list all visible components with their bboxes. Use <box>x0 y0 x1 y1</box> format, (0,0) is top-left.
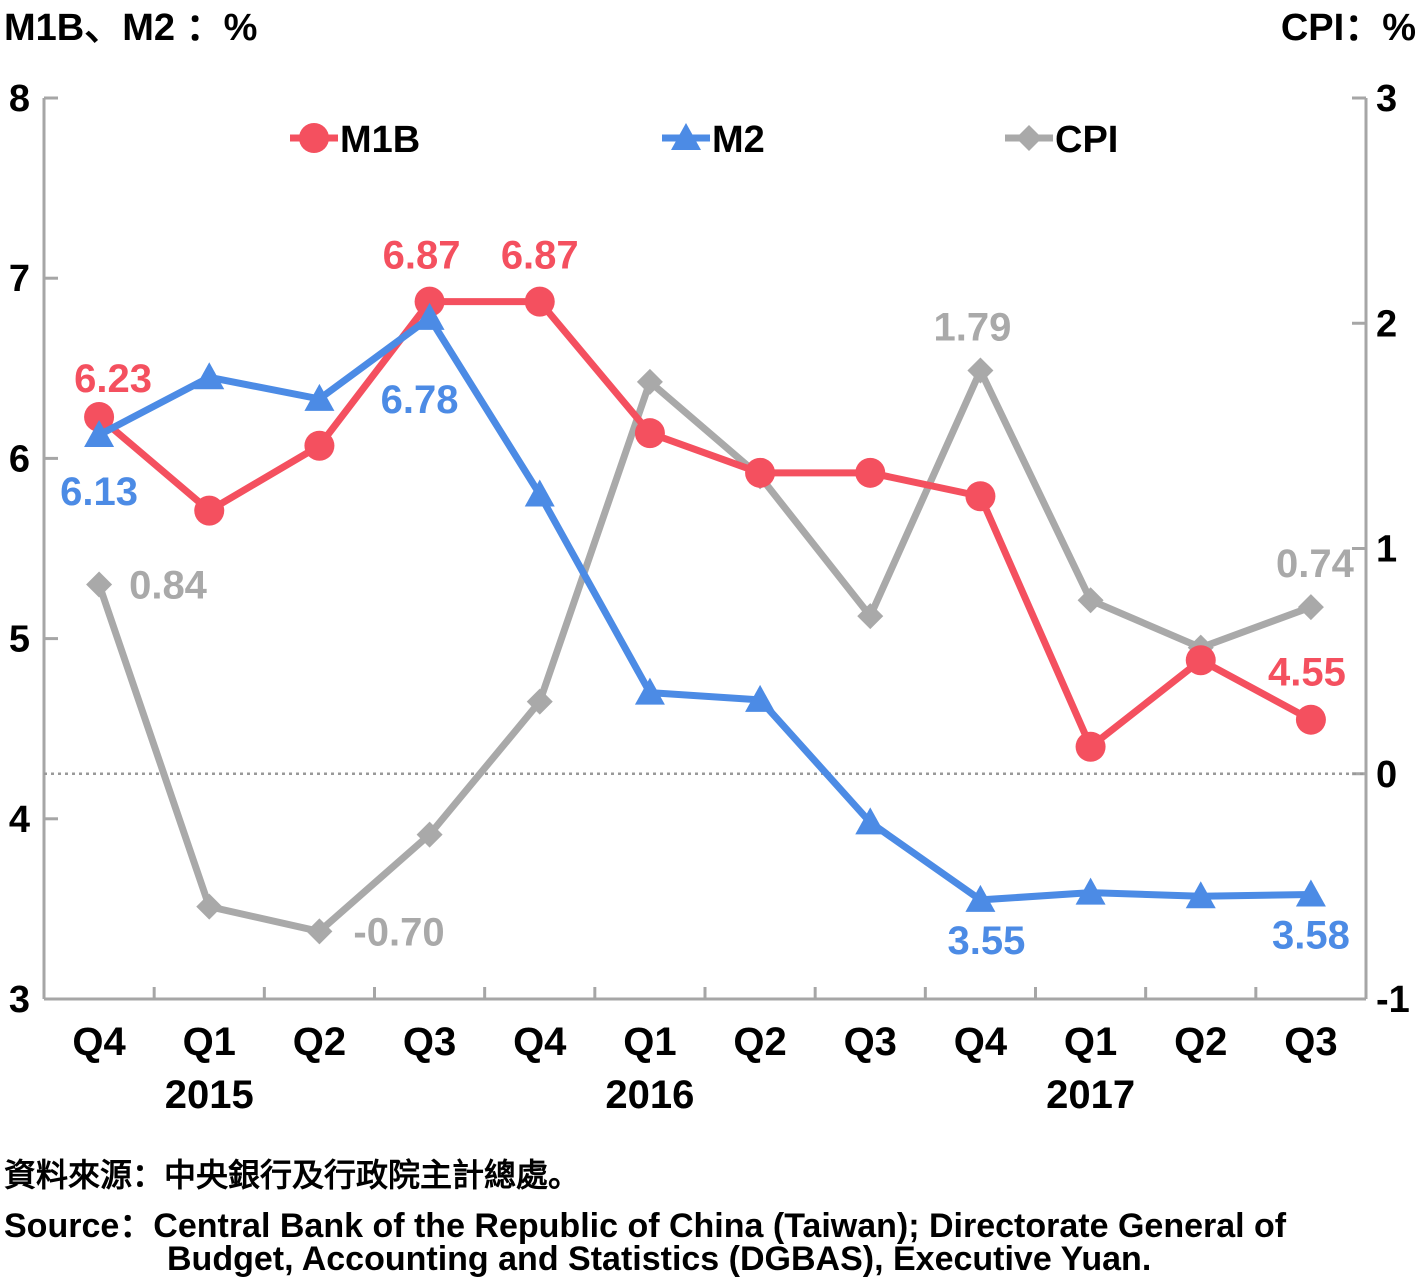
data-point-cpi <box>526 688 553 715</box>
source-english-line-2: Budget, Accounting and Statistics (DGBAS… <box>167 1240 1152 1278</box>
data-label-m1b: 6.87 <box>383 234 461 278</box>
data-label-m2: 6.78 <box>381 378 459 422</box>
legend-label-cpi: CPI <box>1055 119 1118 161</box>
legend-marker-m2 <box>671 123 701 150</box>
data-label-m2: 6.13 <box>60 470 138 514</box>
data-point-m2 <box>745 684 776 712</box>
data-label-m1b: 6.23 <box>74 357 152 401</box>
legend-label-m2: M2 <box>712 119 765 161</box>
chart: M1B、M2 ：% CPI：% 3 4 5 6 7 8 -1 0 1 2 3 Q4 Q1 Q2 Q3 Q4 Q1 Q2… <box>4 7 1416 1117</box>
right-axis-title: CPI：% <box>1281 7 1416 49</box>
data-point-cpi <box>86 571 113 598</box>
year-label: 2015 <box>165 1073 254 1117</box>
left-tick-label: 4 <box>9 799 30 841</box>
data-point-m1b <box>194 495 225 526</box>
right-tick-label: 0 <box>1376 754 1397 796</box>
right-tick-label: 3 <box>1376 78 1397 120</box>
data-point-cpi <box>196 893 223 920</box>
data-label-cpi: 0.84 <box>129 564 208 608</box>
series-line-cpi <box>95 362 1313 936</box>
data-point-cpi <box>1077 587 1104 614</box>
data-label-m1b: 6.87 <box>501 234 579 278</box>
x-tick-label: Q4 <box>72 1020 126 1064</box>
x-tick-label: Q3 <box>1284 1020 1337 1064</box>
x-tick-label: Q1 <box>183 1020 236 1064</box>
data-point-m2 <box>1185 881 1216 909</box>
data-point-cpi <box>1297 594 1324 621</box>
data-point-m2 <box>414 302 445 330</box>
data-label-cpi: -0.70 <box>353 910 444 954</box>
series-line-m2 <box>97 312 1311 904</box>
source-chinese: 資料來源：中央銀行及行政院主計總處。 <box>4 1156 581 1194</box>
data-point-m2 <box>304 383 335 411</box>
data-label-m2: 3.55 <box>947 919 1025 963</box>
data-point-cpi <box>857 603 884 630</box>
data-point-m2 <box>1295 879 1326 907</box>
source-english-line-1: Source：Central Bank of the Republic of C… <box>4 1207 1287 1245</box>
x-tick-label: Q4 <box>513 1020 567 1064</box>
x-tick-label: Q2 <box>733 1020 786 1064</box>
data-point-m2 <box>84 419 115 447</box>
x-tick-label: Q3 <box>403 1020 456 1064</box>
left-tick-label: 8 <box>9 78 30 120</box>
data-point-m1b <box>1295 704 1326 735</box>
data-label-m2: 3.58 <box>1272 913 1350 957</box>
x-tick-label: Q2 <box>1174 1020 1227 1064</box>
x-tick-label: Q3 <box>844 1020 897 1064</box>
data-point-m1b <box>84 401 115 432</box>
x-tick-label: Q1 <box>1064 1020 1117 1064</box>
left-tick-label: 5 <box>9 619 30 661</box>
x-tick-label: Q2 <box>293 1020 346 1064</box>
left-tick-label: 6 <box>9 438 30 480</box>
data-point-cpi <box>967 357 994 384</box>
data-point-m2 <box>855 807 886 835</box>
data-point-m2 <box>965 884 996 912</box>
x-tick-label: Q4 <box>954 1020 1008 1064</box>
year-label: 2016 <box>605 1073 694 1117</box>
data-point-m1b <box>745 457 776 488</box>
data-label-m1b: 4.55 <box>1268 651 1346 695</box>
data-point-m2 <box>634 677 665 705</box>
data-point-m1b <box>304 430 335 461</box>
data-point-m1b <box>414 286 445 317</box>
left-tick-label: 7 <box>9 258 30 300</box>
data-point-m1b <box>855 457 886 488</box>
legend-marker-m1b <box>299 123 329 153</box>
data-point-m1b <box>1075 731 1106 762</box>
data-point-m1b <box>634 418 665 449</box>
data-point-m1b <box>965 481 996 512</box>
data-point-m1b <box>524 286 555 317</box>
data-label-cpi: 0.74 <box>1276 542 1355 586</box>
legend-marker-cpi <box>1016 125 1042 151</box>
data-point-cpi <box>306 918 333 945</box>
legend-label-m1b: M1B <box>340 119 420 161</box>
data-point-cpi <box>416 821 443 848</box>
right-tick-label: 2 <box>1376 303 1397 345</box>
data-point-m1b <box>1185 645 1216 676</box>
series-line-m1b <box>96 298 1313 753</box>
right-tick-label: 1 <box>1376 529 1397 571</box>
left-axis-title: M1B、M2 ：% <box>4 7 257 49</box>
left-tick-label: 3 <box>9 979 30 1021</box>
right-tick-label: -1 <box>1376 979 1410 1021</box>
x-tick-label: Q1 <box>623 1020 676 1064</box>
year-label: 2017 <box>1046 1073 1135 1117</box>
data-point-m2 <box>1075 877 1106 905</box>
data-point-m2 <box>524 479 555 507</box>
data-point-m2 <box>194 362 225 390</box>
data-point-cpi <box>636 368 663 395</box>
data-label-cpi: 1.79 <box>933 306 1011 350</box>
